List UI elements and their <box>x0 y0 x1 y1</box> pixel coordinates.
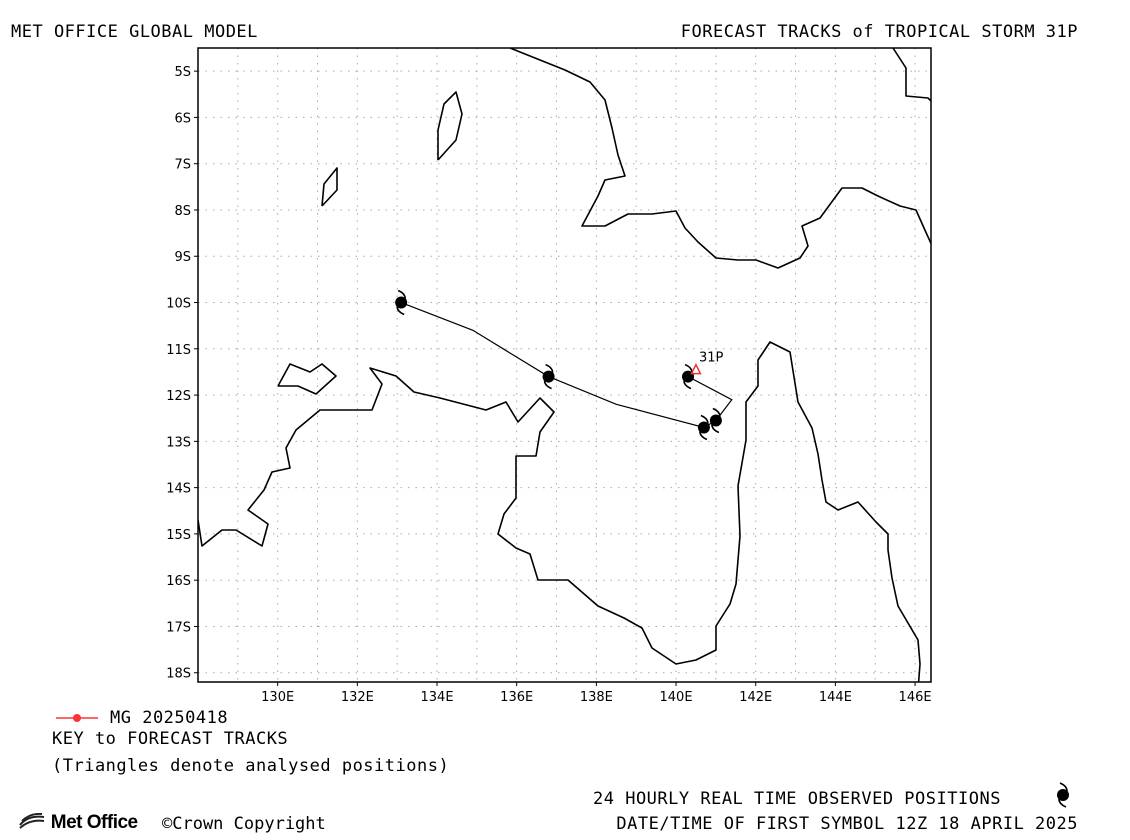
plot-frame <box>197 47 932 683</box>
longitude-tick-label: 142E <box>739 690 772 705</box>
map-grid <box>197 48 931 682</box>
longitude-tick-label: 132E <box>341 690 374 705</box>
latitude-tick-labels: 5S 6S 7S 8S 9S 10S 11S 12S 13S 14S 15S 16S 17S 18S <box>166 65 198 682</box>
storm-label: 31P <box>699 351 724 366</box>
latitude-tick-label: 14S <box>166 482 191 497</box>
latitude-tick-label: 15S <box>166 528 191 543</box>
longitude-tick-label: 138E <box>580 690 613 705</box>
longitude-tick-label: 130E <box>261 690 294 705</box>
cyclone-symbol <box>541 363 556 390</box>
first-symbol-datetime: DATE/TIME OF FIRST SYMBOL 12Z 18 APRIL 2… <box>616 814 1078 834</box>
latitude-tick-label: 16S <box>166 574 191 589</box>
longitude-tick-label: 146E <box>899 690 932 705</box>
met-office-logo-text: Met Office <box>50 812 138 833</box>
coastline-island-1 <box>437 91 463 161</box>
coastline-island-3 <box>277 363 337 395</box>
latitude-tick-label: 13S <box>166 435 191 450</box>
right-title: FORECAST TRACKS of TROPICAL STORM 31P <box>680 22 1078 42</box>
left-title: MET OFFICE GLOBAL MODEL <box>11 22 258 42</box>
forecast-track-line <box>400 301 733 429</box>
longitude-tick-label: 136E <box>500 690 533 705</box>
latitude-tick-label: 10S <box>166 297 191 312</box>
coastline-island-2 <box>321 167 338 207</box>
copyright: ©Crown Copyright <box>162 814 326 834</box>
observed-positions-note: 24 HOURLY REAL TIME OBSERVED POSITIONS <box>593 789 1001 809</box>
legend-note: (Triangles denote analysed positions) <box>52 756 450 776</box>
coastline-australia-nt <box>198 341 921 682</box>
latitude-tick-label: 8S <box>174 204 191 219</box>
latitude-tick-label: 6S <box>174 111 191 126</box>
met-office-logo: Met Office <box>18 812 138 834</box>
latitude-tick-label: 11S <box>166 343 191 358</box>
cyclone-symbol <box>681 363 695 390</box>
coastlines <box>198 48 931 682</box>
met-office-logo-icon <box>19 813 45 829</box>
latitude-tick-label: 7S <box>174 158 191 173</box>
longitude-tick-label: 140E <box>660 690 693 705</box>
analysed-position-triangle <box>690 362 702 375</box>
legend-track-label: MG 20250418 <box>110 708 229 728</box>
longitude-tick-labels: 130E 132E 134E 136E 138E 140E 142E 144E 146E <box>261 682 932 705</box>
latitude-tick-label: 18S <box>166 667 191 682</box>
forecast-track-layer: 31P <box>394 289 733 441</box>
longitude-tick-label: 144E <box>819 690 852 705</box>
latitude-tick-label: 5S <box>174 65 191 80</box>
coastline-new-guinea-ne <box>892 48 931 103</box>
longitude-tick-label: 134E <box>421 690 454 705</box>
legend-key-label: KEY to FORECAST TRACKS <box>52 729 289 749</box>
cyclone-symbol <box>709 407 723 434</box>
observed-symbol-sample <box>1056 782 1070 808</box>
latitude-tick-label: 17S <box>166 620 191 635</box>
latitude-tick-label: 12S <box>166 389 191 404</box>
coastline-new-guinea <box>509 48 931 269</box>
latitude-tick-label: 9S <box>174 250 191 265</box>
cyclone-symbol <box>697 414 711 441</box>
legend-track-sample <box>56 714 98 722</box>
